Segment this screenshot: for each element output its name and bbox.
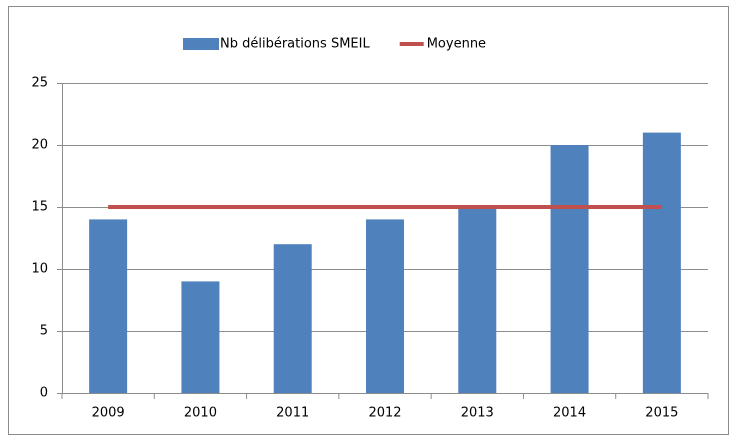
x-tick-label: 2012 bbox=[368, 406, 401, 421]
x-tick-label: 2009 bbox=[92, 406, 125, 421]
y-tick-label: 20 bbox=[31, 138, 48, 153]
legend-label: Nb délibérations SMEIL bbox=[220, 37, 370, 52]
x-tick-label: 2010 bbox=[184, 406, 217, 421]
bar bbox=[642, 132, 681, 393]
bar bbox=[89, 219, 128, 393]
x-tick-label: 2013 bbox=[461, 406, 494, 421]
bar bbox=[550, 145, 589, 393]
y-tick-label: 10 bbox=[31, 262, 48, 277]
y-tick-label: 0 bbox=[40, 386, 48, 401]
legend-label: Moyenne bbox=[427, 37, 486, 52]
bar bbox=[273, 244, 312, 393]
bar bbox=[458, 207, 497, 393]
bar bbox=[366, 219, 404, 393]
y-tick-label: 15 bbox=[31, 200, 48, 215]
y-tick-label: 5 bbox=[40, 324, 48, 339]
bar bbox=[181, 281, 220, 393]
legend-swatch bbox=[183, 38, 219, 50]
x-tick-label: 2011 bbox=[276, 406, 309, 421]
x-tick-label: 2014 bbox=[553, 406, 586, 421]
y-tick-label: 25 bbox=[31, 76, 48, 91]
x-tick-label: 2015 bbox=[645, 406, 678, 421]
